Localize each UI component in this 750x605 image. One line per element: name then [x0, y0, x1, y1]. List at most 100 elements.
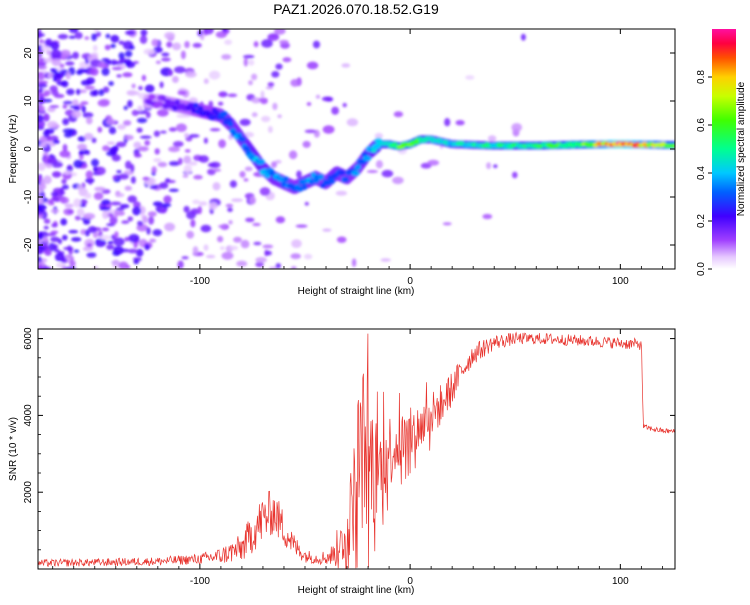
spectrogram-noise-blob	[304, 129, 317, 134]
spectrogram-noise-blob	[93, 166, 98, 172]
spectrogram-noise-blob	[145, 111, 151, 119]
spectrogram-noise-blob	[229, 180, 237, 188]
spectrogram-noise-blob	[155, 60, 161, 65]
spectrogram-noise-blob	[295, 224, 308, 228]
spectrogram-noise-blob	[50, 236, 60, 242]
spectrogram-noise-blob	[184, 132, 189, 138]
spectrogram-ridge-core	[256, 159, 265, 165]
spectrogram-noise-blob	[172, 42, 182, 51]
spectrogram-ridge-core	[671, 143, 675, 148]
spectrogram-noise-blob	[321, 96, 333, 102]
spectrogram-noise-blob	[38, 231, 44, 240]
spectrogram-noise-blob	[116, 74, 122, 78]
spectrogram-noise-blob	[137, 220, 144, 227]
spectrogram-noise-blob	[51, 58, 62, 67]
spectrogram-noise-blob	[113, 246, 124, 255]
chart-title: PAZ1.2026.070.18.52.G19	[273, 1, 439, 17]
spectrogram-noise-blob	[176, 114, 188, 118]
spectrogram-noise-blob	[60, 218, 68, 226]
spectrogram-noise-blob	[65, 71, 71, 80]
spectrogram-ridge-core	[343, 176, 350, 183]
spectrogram-noise-blob	[49, 105, 60, 109]
spectrogram-noise-blob	[106, 118, 116, 125]
spectrogram-noise-blob	[279, 39, 289, 45]
spectrogram-noise-blob	[208, 202, 218, 210]
spectrogram-noise-blob	[109, 216, 118, 225]
spectrogram-ridge-core	[317, 174, 325, 180]
spectrogram-noise-blob	[185, 71, 197, 78]
spectrogram-ridge-core	[219, 110, 229, 117]
spectrogram-noise-blob	[108, 81, 114, 86]
spectrogram-ylabel: Frequency (Hz)	[8, 115, 19, 184]
spectrogram-noise-blob	[147, 211, 157, 217]
spectrogram-ytick-label: -20	[23, 237, 34, 252]
spectrogram-noise-blob	[444, 118, 451, 127]
spectrogram-noise-blob	[168, 69, 174, 77]
spectrogram-noise-blob	[493, 164, 498, 168]
spectrogram-noise-blob	[118, 261, 129, 269]
spectrogram-noise-blob	[43, 57, 54, 63]
spectrogram-noise-blob	[38, 212, 44, 216]
spectrogram-noise-blob	[205, 254, 216, 259]
spectrogram-noise-blob	[62, 118, 70, 126]
spectrogram-noise-blob	[177, 157, 183, 165]
spectrogram-noise-blob	[38, 53, 41, 61]
spectrogram-noise-blob	[61, 184, 69, 190]
colorbar-tick-label: 0.8	[696, 70, 707, 84]
spectrogram-noise-blob	[243, 54, 255, 59]
spectrogram-noise-blob	[52, 73, 64, 79]
spectrogram-noise-blob	[117, 124, 126, 130]
spectrogram-noise-blob	[290, 79, 300, 87]
spectrogram-noise-blob	[482, 213, 493, 220]
spectrogram-noise-blob	[93, 89, 99, 97]
spectrogram-noise-blob	[80, 199, 88, 205]
spectrogram-noise-blob	[63, 132, 73, 138]
spectrogram-noise-blob	[107, 240, 114, 245]
spectrogram-ridge-core	[362, 155, 372, 162]
spectrogram-noise-blob	[224, 39, 233, 45]
spectrogram-noise-blob	[192, 42, 202, 48]
spectrogram-noise-blob	[197, 205, 202, 215]
spectrogram-noise-blob	[153, 158, 162, 163]
spectrogram-noise-blob	[277, 114, 282, 119]
spectrogram-noise-blob	[111, 66, 123, 71]
spectrogram-noise-blob	[111, 154, 121, 162]
spectrogram-noise-blob	[291, 239, 302, 249]
spectrogram-noise-blob	[48, 198, 54, 205]
spectrogram-noise-blob	[102, 145, 110, 152]
spectrogram-noise-blob	[207, 162, 216, 168]
spectrogram-noise-blob	[209, 70, 221, 80]
spectrogram-noise-blob	[127, 195, 137, 203]
spectrogram-noise-blob	[239, 171, 246, 178]
spectrogram-noise-blob	[61, 80, 69, 88]
spectrogram-noise-blob	[123, 105, 128, 111]
spectrogram-noise-blob	[47, 106, 56, 113]
colorbar-tick-label: 0.6	[696, 118, 707, 132]
spectrogram-noise-blob	[43, 175, 52, 185]
spectrogram-noise-blob	[486, 162, 492, 170]
snr-ytick-label: 6000	[23, 327, 34, 350]
spectrogram-noise-blob	[91, 137, 97, 144]
spectrogram-noise-blob	[157, 161, 168, 168]
spectrogram-noise-blob	[38, 29, 42, 38]
spectrogram-noise-blob	[43, 90, 51, 96]
spectrogram-noise-blob	[62, 234, 68, 241]
spectrogram-noise-blob	[47, 232, 57, 237]
spectrogram-noise-blob	[248, 80, 253, 86]
spectrogram-noise-blob	[374, 132, 384, 139]
spectrogram-noise-blob	[77, 184, 83, 191]
spectrogram-noise-blob	[144, 84, 155, 93]
snr-xlabel: Height of straight line (km)	[298, 585, 415, 596]
spectrogram-noise-blob	[59, 187, 64, 196]
spectrogram-noise-blob	[131, 83, 136, 89]
spectrogram-noise-blob	[149, 184, 159, 190]
spectrogram-noise-blob	[83, 213, 96, 220]
spectrogram-noise-blob	[168, 188, 179, 192]
spectrogram-noise-blob	[225, 203, 234, 208]
spectrogram-noise-blob	[392, 176, 404, 185]
colorbar-ticks: 0.0 0.2 0.4 0.6 0.8	[696, 70, 712, 276]
spectrogram-noise-blob	[215, 31, 227, 38]
spectrogram-noise-blob	[255, 261, 264, 268]
spectrogram-noise-blob	[133, 259, 139, 265]
spectrogram-noise-blob	[302, 140, 311, 148]
